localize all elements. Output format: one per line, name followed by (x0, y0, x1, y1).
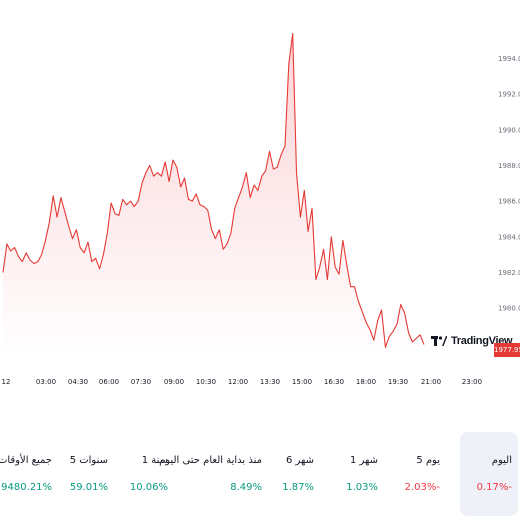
period-tab[interactable]: منذ بداية العام حتى اليوم 8.49% (159, 432, 268, 516)
x-axis-tick-label: 16:30 (324, 378, 344, 386)
period-label: 1 سنة (141, 455, 168, 466)
x-axis-tick-label: 06:00 (99, 378, 119, 386)
y-axis-tick-label: 1990.00 (498, 126, 520, 134)
y-axis-tick-label: 1992.00 (498, 91, 520, 99)
period-change-value: 1.03% (346, 482, 378, 493)
price-area-fill (3, 33, 424, 358)
y-axis-tick-label: 1984.00 (498, 233, 520, 241)
x-axis-tick-label: 21:00 (421, 378, 441, 386)
y-axis-tick-label: 1994.00 (498, 55, 520, 63)
x-axis-tick-label: 13:30 (260, 378, 280, 386)
y-axis-tick-label: 1988.00 (498, 162, 520, 170)
period-label: منذ بداية العام حتى اليوم (159, 455, 262, 466)
period-tab[interactable]: 5 يوم 2.03%- (390, 432, 446, 516)
period-change-value: 10.06% (129, 482, 168, 493)
x-axis-tick-label: 03:00 (36, 378, 56, 386)
x-axis-tick-label: 10:30 (196, 378, 216, 386)
period-tab[interactable]: 1 شهر 1.03% (328, 432, 384, 516)
x-axis-tick-label: 23:00 (462, 378, 482, 386)
period-label: 6 شهر (285, 455, 314, 466)
x-axis-tick-label: 04:30 (68, 378, 88, 386)
period-tab[interactable]: 5 سنوات 59.01% (58, 432, 114, 516)
y-axis-tick-label: 1982.00 (498, 269, 520, 277)
x-axis-tick-label: 09:00 (164, 378, 184, 386)
x-axis-tick-label: 12 (2, 378, 11, 386)
period-change-value: 8.49% (230, 482, 262, 493)
performance-periods: اليوم 0.17%- 5 يوم 2.03%- 1 شهر 1.03% 6 شهر 1.8… (0, 432, 520, 520)
period-change-value: 59.01% (69, 482, 108, 493)
period-change-value: 9480.21% (1, 482, 52, 493)
x-axis-tick-label: 15:00 (292, 378, 312, 386)
period-label: 1 شهر (349, 455, 378, 466)
y-axis-tick-label: 1980.00 (498, 305, 520, 313)
chart-canvas[interactable]: 1994.00 1992.00 1990.00 1988.00 1986.00 1984.… (0, 0, 520, 395)
period-label: جميع الأوقات (0, 455, 52, 466)
period-label: 5 يوم (416, 455, 440, 466)
last-price-badge: 1977.95 (494, 343, 520, 357)
period-tab[interactable]: اليوم 0.17%- (460, 432, 518, 516)
period-label: 5 سنوات (69, 455, 108, 466)
x-axis-tick-label: 18:00 (356, 378, 376, 386)
period-tab[interactable]: جميع الأوقات 9480.21% (0, 432, 58, 516)
price-chart[interactable]: 1994.00 1992.00 1990.00 1988.00 1986.00 1984.… (0, 0, 520, 395)
x-axis-tick-label: 19:30 (388, 378, 408, 386)
period-label: اليوم (491, 455, 512, 466)
price-line (2, 33, 425, 348)
period-tab[interactable]: 1 سنة 10.06% (118, 432, 174, 516)
y-axis-tick-label: 1986.00 (498, 198, 520, 206)
tradingview-logo-icon (431, 336, 447, 346)
period-change-value: 0.17%- (476, 482, 512, 493)
x-axis-tick-label: 12:00 (228, 378, 248, 386)
period-change-value: 1.87% (282, 482, 314, 493)
period-change-value: 2.03%- (404, 482, 440, 493)
period-tab[interactable]: 6 شهر 1.87% (262, 432, 320, 516)
x-axis-tick-label: 07:30 (131, 378, 151, 386)
